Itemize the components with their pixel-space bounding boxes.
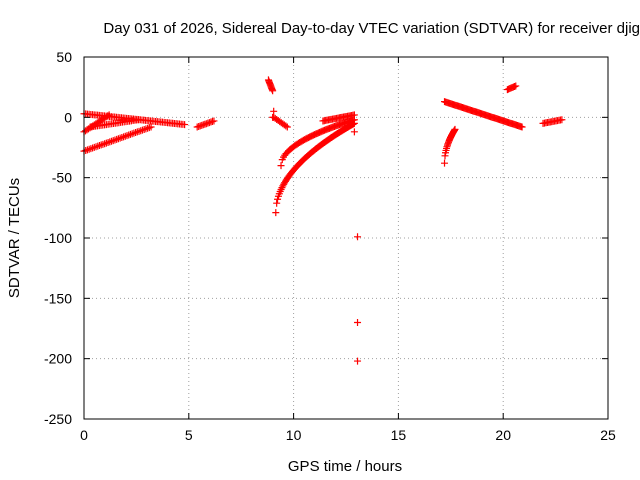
data-point bbox=[82, 147, 90, 155]
grid bbox=[84, 57, 608, 419]
data-point bbox=[283, 123, 291, 131]
data-point bbox=[104, 138, 112, 146]
data-point bbox=[123, 132, 131, 140]
data-point bbox=[121, 132, 129, 140]
outlier-point bbox=[354, 318, 362, 326]
data-point bbox=[134, 116, 142, 124]
data-point bbox=[95, 142, 103, 150]
data-point bbox=[181, 121, 189, 129]
data-point bbox=[272, 209, 280, 217]
data-point bbox=[558, 116, 566, 124]
x-tick-label: 15 bbox=[391, 427, 407, 443]
data-point bbox=[126, 130, 134, 138]
data-point bbox=[109, 137, 117, 145]
data-point bbox=[99, 140, 107, 148]
data-point bbox=[138, 126, 146, 134]
x-tick-label: 5 bbox=[185, 427, 193, 443]
data-point bbox=[350, 111, 358, 119]
data-point bbox=[105, 111, 113, 119]
data-point bbox=[518, 123, 526, 131]
y-tick-label: -50 bbox=[52, 170, 72, 186]
data-point bbox=[102, 139, 110, 147]
data-point bbox=[130, 129, 138, 137]
axes: 0 5 10 15 20 25 50 0 -50 -100 -150 -200 -250 bbox=[44, 49, 616, 443]
data-point bbox=[90, 143, 98, 151]
data-point bbox=[89, 144, 97, 152]
data-point bbox=[111, 136, 119, 144]
y-tick-label: -250 bbox=[44, 411, 72, 427]
data-point bbox=[282, 122, 290, 130]
x-tick-label: 0 bbox=[80, 427, 88, 443]
outlier-point bbox=[354, 233, 362, 241]
data-point bbox=[451, 125, 459, 133]
outlier-point bbox=[354, 357, 362, 365]
outlier-point bbox=[270, 107, 278, 115]
x-tick-label: 20 bbox=[495, 427, 511, 443]
data-point bbox=[441, 159, 449, 167]
x-axis-label: GPS time / hours bbox=[288, 458, 402, 475]
data-point bbox=[120, 133, 128, 141]
plot-frame bbox=[83, 56, 609, 420]
data-point bbox=[133, 128, 141, 136]
outlier-point bbox=[350, 128, 358, 136]
data-point bbox=[274, 195, 282, 203]
x-tick-label: 25 bbox=[600, 427, 616, 443]
data-point bbox=[273, 199, 281, 207]
y-tick-label: -150 bbox=[44, 290, 72, 306]
data-point bbox=[113, 135, 121, 143]
data-point bbox=[114, 135, 122, 143]
data-point bbox=[87, 145, 95, 153]
data-point bbox=[137, 127, 145, 135]
data-point bbox=[94, 142, 102, 150]
data-point bbox=[128, 130, 136, 138]
data-point bbox=[106, 138, 114, 146]
data-point bbox=[108, 137, 116, 145]
data-points bbox=[80, 76, 566, 365]
data-point bbox=[140, 125, 148, 133]
y-tick-label: 50 bbox=[56, 49, 72, 65]
data-point bbox=[92, 143, 100, 151]
data-point bbox=[142, 125, 150, 133]
data-point bbox=[132, 129, 140, 137]
data-point bbox=[101, 140, 109, 148]
data-point bbox=[145, 124, 153, 132]
data-point bbox=[277, 162, 285, 170]
data-point bbox=[118, 134, 126, 142]
y-tick-label: 0 bbox=[64, 109, 72, 125]
chart-title: Day 031 of 2026, Sidereal Day-to-day VTE… bbox=[103, 20, 640, 37]
y-axis-label: SDTVAR / TECUs bbox=[6, 178, 23, 298]
data-point bbox=[104, 112, 112, 120]
data-point bbox=[135, 127, 143, 135]
outlier-point bbox=[269, 113, 277, 121]
data-point bbox=[210, 117, 218, 125]
y-tick-label: -200 bbox=[44, 351, 72, 367]
y-tick-label: -100 bbox=[44, 230, 72, 246]
data-point bbox=[147, 123, 155, 131]
data-point bbox=[125, 131, 133, 139]
data-point bbox=[269, 87, 277, 95]
data-point bbox=[144, 124, 152, 132]
data-point bbox=[97, 141, 105, 149]
x-tick-label: 10 bbox=[286, 427, 302, 443]
data-point bbox=[512, 82, 520, 90]
data-point bbox=[83, 146, 91, 154]
data-point bbox=[85, 145, 93, 153]
data-point bbox=[116, 134, 124, 142]
